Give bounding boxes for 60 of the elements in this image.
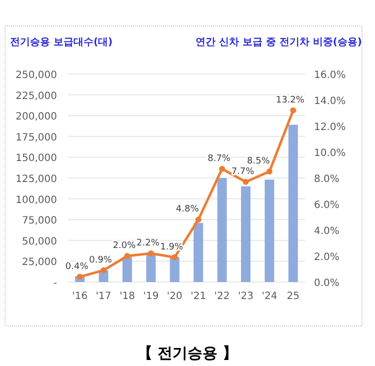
- x-tick-label: '17: [96, 291, 112, 302]
- text: 【 전기승용 】: [137, 344, 238, 362]
- data-label: 2.0%: [112, 241, 136, 251]
- data-label: 2.2%: [136, 238, 160, 248]
- y-tick-label: -: [53, 278, 58, 289]
- y-tick-label: 50,000: [22, 236, 57, 248]
- bar: [146, 254, 156, 282]
- point: [195, 216, 202, 223]
- y2-tick-label: 2.0%: [314, 252, 340, 263]
- x-tick-label: '24: [262, 291, 278, 302]
- point: [100, 267, 107, 274]
- y2-axis-title: 연간 신차 보급 중 전기차 비중(승용): [195, 37, 362, 48]
- x-tick-label: 25: [286, 291, 300, 302]
- y2-tick-label: 0.0%: [314, 278, 340, 289]
- data-label: 8.7%: [208, 154, 231, 164]
- x-tick-label: '21: [190, 291, 206, 302]
- point: [266, 168, 272, 174]
- x-tick-label: '19: [143, 291, 159, 302]
- bar: [122, 257, 132, 282]
- data-label: 8.5%: [247, 156, 270, 166]
- bar: [241, 186, 250, 282]
- data-label: 13.2%: [276, 95, 305, 106]
- x-tick-label: '18: [120, 291, 135, 302]
- y-tick-label: 225,000: [16, 90, 57, 102]
- bar: [170, 257, 180, 282]
- bar: [264, 180, 274, 282]
- y-axis-title: 전기승용 보급대수(대): [10, 37, 113, 48]
- data-label: 0.9%: [89, 255, 112, 266]
- y-tick-label: 200,000: [16, 112, 57, 123]
- y-tick-label: 25,000: [22, 257, 57, 268]
- y2-tick-label: 6.0%: [314, 200, 340, 211]
- y2-tick-label: 10.0%: [314, 148, 346, 159]
- x-tick-label: '16: [72, 291, 88, 302]
- bar: [288, 124, 298, 282]
- point: [290, 107, 296, 114]
- point: [219, 166, 226, 172]
- point: [148, 250, 154, 256]
- point: [124, 253, 130, 259]
- y2-tick-label: 4.0%: [314, 226, 340, 237]
- y2-tick-label: 16.0%: [314, 70, 346, 81]
- point: [242, 178, 249, 185]
- y-tick-label: 125,000: [16, 174, 57, 185]
- point: [76, 274, 83, 280]
- data-label: 4.8%: [176, 204, 200, 215]
- y-tick-label: 100,000: [16, 194, 57, 206]
- y2-tick-label: 14.0%: [314, 96, 346, 107]
- bar: [194, 222, 204, 282]
- x-tick-label: '23: [238, 291, 254, 302]
- x-tick-label: '20: [166, 291, 182, 302]
- y2-tick-label: 8.0%: [314, 174, 340, 185]
- data-label: 7.7%: [231, 166, 255, 177]
- y-tick-label: 175,000: [16, 132, 57, 144]
- y-tick-label: 150,000: [16, 153, 57, 164]
- point: [172, 254, 178, 260]
- y-tick-label: 75,000: [22, 216, 57, 227]
- data-label: 0.4%: [65, 262, 89, 272]
- bar: [217, 178, 227, 282]
- y2-tick-label: 12.0%: [314, 122, 346, 133]
- y-tick-label: 250,000: [16, 70, 57, 81]
- x-tick-label: '22: [214, 291, 230, 302]
